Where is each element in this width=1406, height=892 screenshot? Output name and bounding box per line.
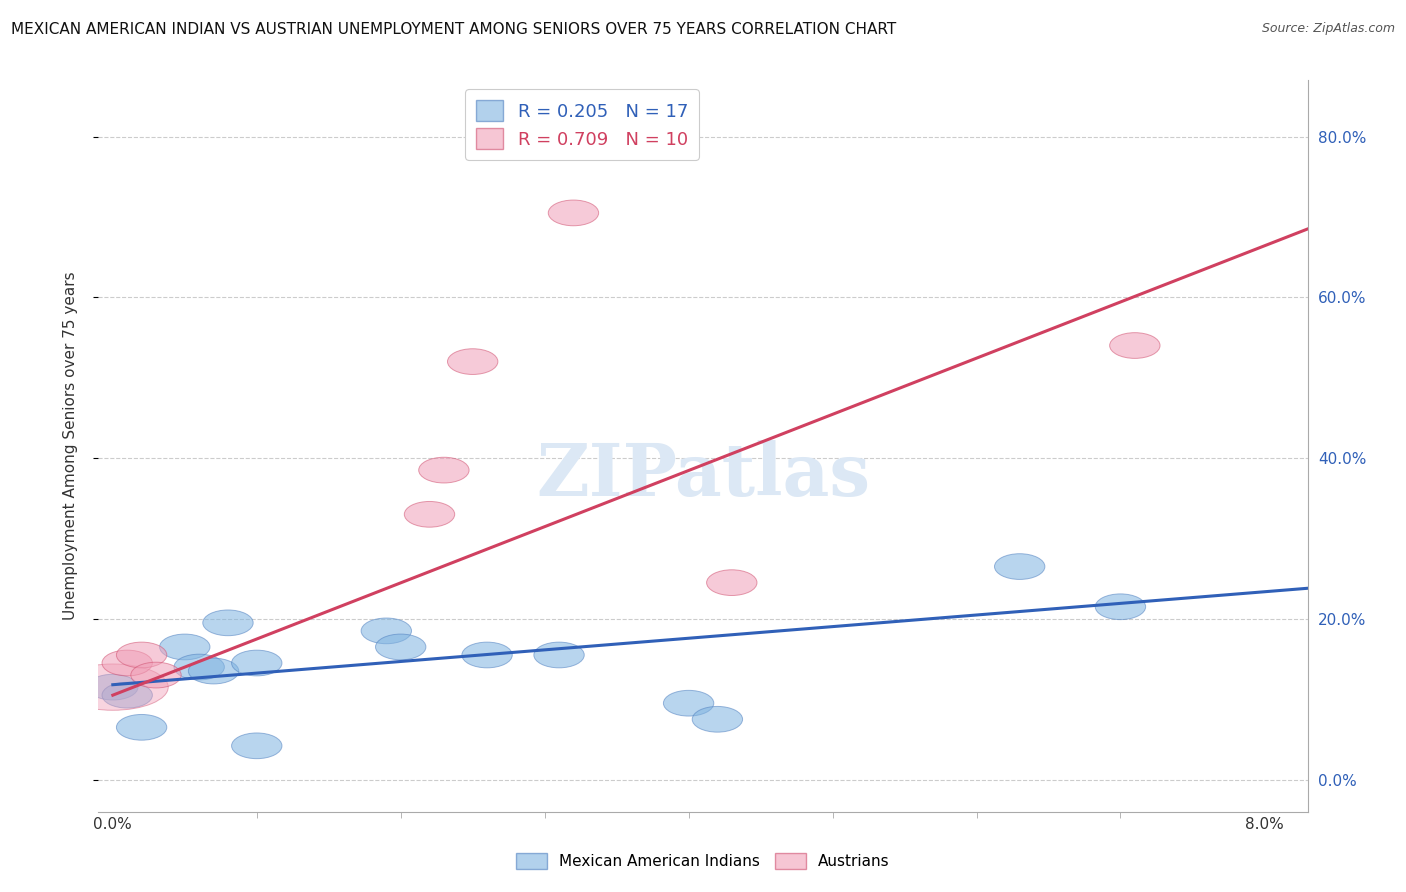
Ellipse shape — [117, 642, 167, 668]
Ellipse shape — [202, 610, 253, 636]
Ellipse shape — [117, 714, 167, 740]
Ellipse shape — [58, 664, 169, 710]
Text: ZIPatlas: ZIPatlas — [536, 440, 870, 511]
Ellipse shape — [419, 458, 470, 483]
Ellipse shape — [994, 554, 1045, 580]
Ellipse shape — [232, 733, 283, 759]
Ellipse shape — [361, 618, 412, 644]
Ellipse shape — [87, 674, 138, 700]
Y-axis label: Unemployment Among Seniors over 75 years: Unemployment Among Seniors over 75 years — [63, 272, 77, 620]
Ellipse shape — [174, 654, 225, 680]
Ellipse shape — [188, 658, 239, 684]
Ellipse shape — [103, 650, 152, 676]
Ellipse shape — [232, 650, 283, 676]
Ellipse shape — [1109, 333, 1160, 359]
Ellipse shape — [375, 634, 426, 660]
Ellipse shape — [131, 662, 181, 688]
Ellipse shape — [664, 690, 714, 716]
Ellipse shape — [1095, 594, 1146, 620]
Ellipse shape — [405, 501, 454, 527]
Ellipse shape — [447, 349, 498, 375]
Ellipse shape — [692, 706, 742, 732]
Legend: R = 0.205   N = 17, R = 0.709   N = 10: R = 0.205 N = 17, R = 0.709 N = 10 — [465, 89, 699, 160]
Ellipse shape — [534, 642, 585, 668]
Ellipse shape — [707, 570, 756, 596]
Legend: Mexican American Indians, Austrians: Mexican American Indians, Austrians — [510, 847, 896, 875]
Text: Source: ZipAtlas.com: Source: ZipAtlas.com — [1261, 22, 1395, 36]
Ellipse shape — [548, 200, 599, 226]
Ellipse shape — [463, 642, 512, 668]
Ellipse shape — [160, 634, 209, 660]
Ellipse shape — [103, 682, 152, 708]
Text: MEXICAN AMERICAN INDIAN VS AUSTRIAN UNEMPLOYMENT AMONG SENIORS OVER 75 YEARS COR: MEXICAN AMERICAN INDIAN VS AUSTRIAN UNEM… — [11, 22, 897, 37]
